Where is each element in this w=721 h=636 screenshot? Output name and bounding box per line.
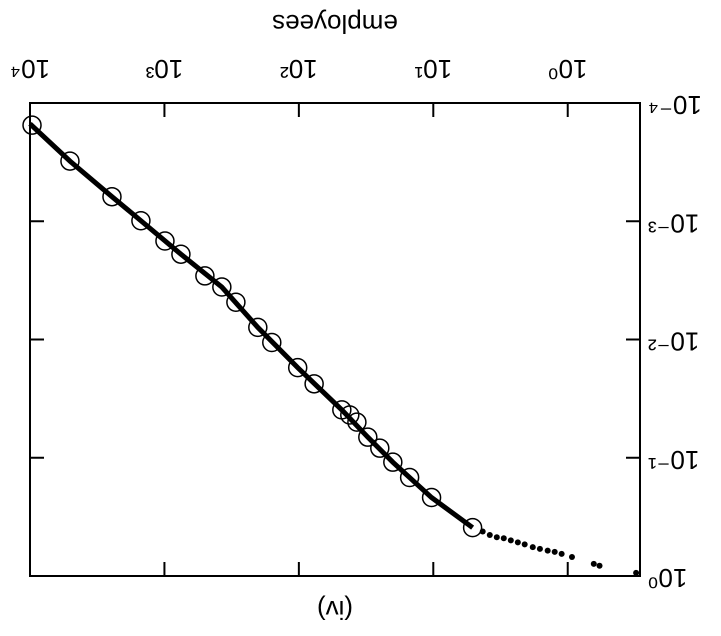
open-marker [421, 487, 442, 508]
fit-line [28, 121, 475, 530]
x-tick-label: 10⁰ [548, 54, 587, 84]
open-marker [171, 244, 191, 264]
open-marker [304, 374, 324, 394]
y-tick-label: 10⁻¹ [648, 445, 700, 475]
y-tick-label: 10⁻² [648, 327, 700, 357]
open-marker [131, 210, 151, 231]
open-marker [195, 266, 215, 286]
x-tick-label: 10² [280, 54, 318, 84]
open-marker [102, 186, 122, 207]
y-tick-label: 10⁰ [648, 563, 687, 593]
open-marker [60, 151, 80, 171]
open-marker [358, 427, 378, 447]
dot-marker [551, 548, 558, 555]
dot-marker [529, 544, 536, 551]
dot-marker [493, 534, 500, 541]
dot-marker [558, 550, 565, 557]
dot-marker [596, 562, 603, 569]
open-marker [332, 400, 352, 420]
open-marker [155, 231, 175, 251]
dot-marker [486, 531, 493, 538]
open-marker [22, 115, 42, 135]
y-tick-label: 10⁻⁴ [648, 90, 702, 120]
dot-marker [633, 569, 640, 576]
open-marker [287, 357, 308, 378]
dot-marker [568, 553, 575, 560]
open-marker [248, 317, 268, 338]
y-tick-label: 10⁻³ [648, 208, 700, 238]
open-marker [262, 332, 282, 353]
open-marker [399, 467, 420, 488]
x-tick-label: 10⁴ [10, 54, 50, 84]
dot-marker [500, 535, 507, 542]
dot-marker [514, 539, 521, 546]
open-marker [383, 452, 403, 472]
chart-title: (iv) [317, 595, 353, 625]
plot-frame [29, 102, 641, 577]
x-axis-label: employees [272, 9, 398, 39]
x-tick-label: 10¹ [414, 54, 452, 84]
dot-marker [536, 545, 543, 552]
dot-marker [590, 560, 597, 567]
open-marker [347, 412, 367, 432]
open-marker [226, 292, 246, 312]
open-marker [370, 438, 390, 458]
open-marker [212, 277, 232, 297]
dot-marker [544, 547, 551, 554]
dot-marker [521, 541, 528, 548]
x-tick-label: 10³ [145, 54, 183, 84]
dot-marker [507, 537, 514, 544]
open-marker [462, 517, 483, 538]
